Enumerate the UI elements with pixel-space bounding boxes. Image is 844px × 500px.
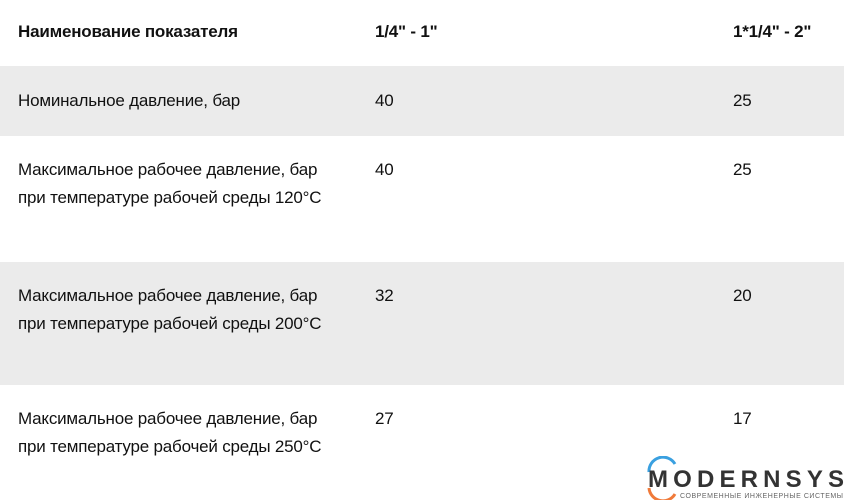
logo-wordmark: MODERNSYS — [648, 466, 844, 493]
header-parameter: Наименование показателя — [18, 22, 238, 41]
row-parameter: Номинальное давление, бар — [18, 91, 240, 110]
row-value-2: 17 — [733, 409, 752, 428]
header-size-1: 1/4" - 1" — [375, 22, 438, 41]
row-value-1: 32 — [375, 286, 394, 305]
modernsys-logo: MODERNSYS СОВРЕМЕННЫЕ ИНЖЕНЕРНЫЕ СИСТЕМЫ — [647, 456, 844, 500]
table-row: Максимальное рабочее давление, бар при т… — [0, 136, 844, 262]
row-parameter: Максимальное рабочее давление, бар при т… — [18, 409, 322, 456]
row-value-2: 20 — [733, 286, 752, 305]
row-parameter: Максимальное рабочее давление, бар при т… — [18, 160, 322, 207]
row-value-1: 27 — [375, 409, 394, 428]
row-value-1: 40 — [375, 160, 394, 179]
logo-tagline: СОВРЕМЕННЫЕ ИНЖЕНЕРНЫЕ СИСТЕМЫ — [680, 493, 843, 500]
row-value-1: 40 — [375, 91, 394, 110]
logo-arc-orange — [647, 487, 677, 500]
table-row: Номинальное давление, бар 40 25 — [0, 66, 844, 136]
table-row: Максимальное рабочее давление, бар при т… — [0, 262, 844, 385]
row-value-2: 25 — [733, 160, 752, 179]
table-row: Максимальное рабочее давление, бар при т… — [0, 385, 844, 500]
table-header-row: Наименование показателя 1/4" - 1" 1*1/4"… — [0, 0, 844, 66]
logo-arc-blue — [647, 456, 677, 473]
header-size-2: 1*1/4" - 2" — [733, 22, 812, 41]
row-parameter: Максимальное рабочее давление, бар при т… — [18, 286, 322, 333]
row-value-2: 25 — [733, 91, 752, 110]
